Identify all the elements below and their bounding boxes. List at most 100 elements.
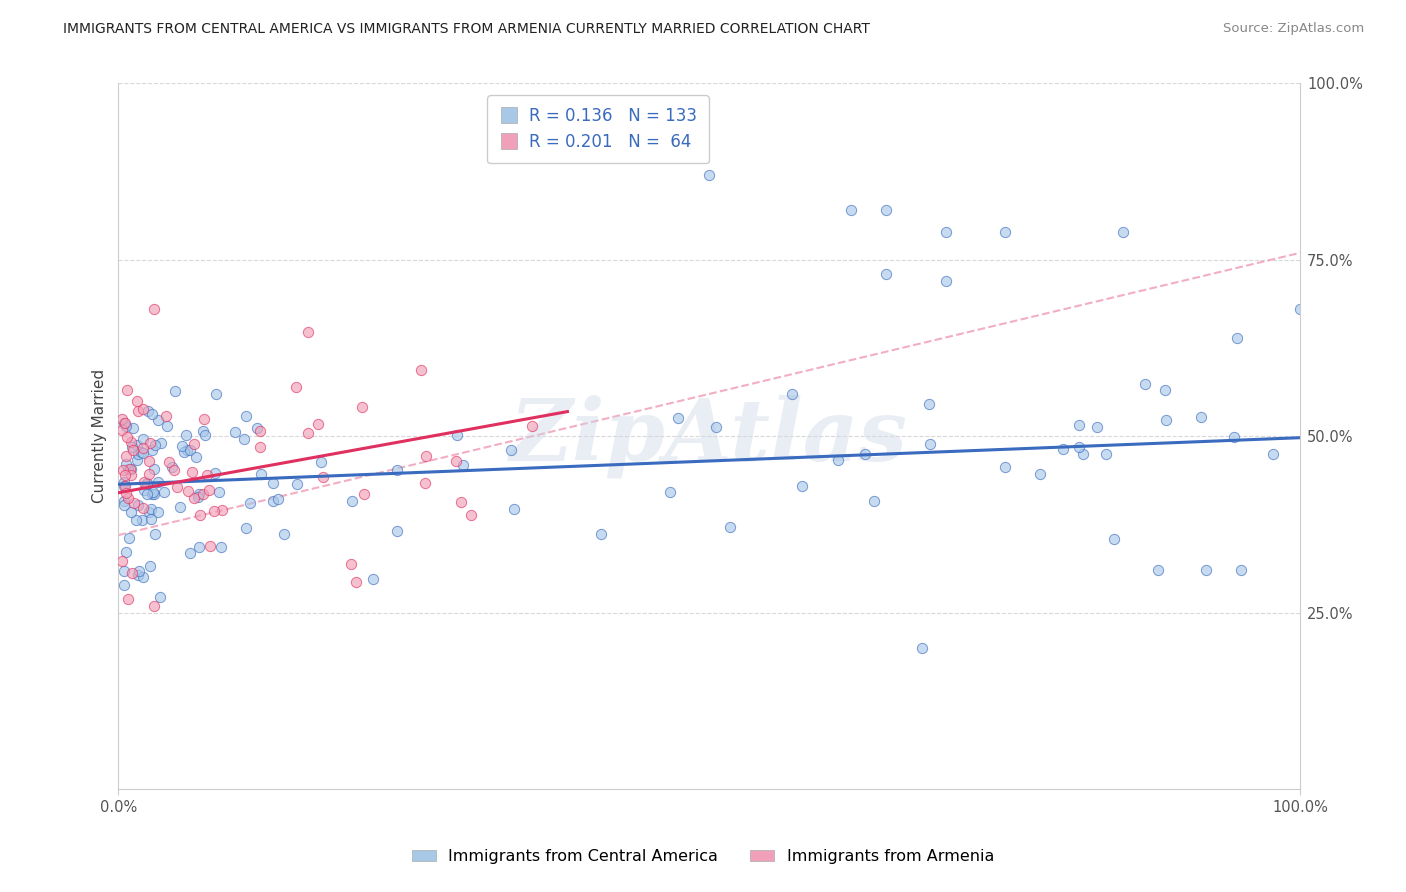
Point [918,436,941,450]
Point [187,540,209,554]
Point [353,487,375,501]
Point [344,574,367,589]
Point [706,420,728,434]
Point [146,505,169,519]
Point [148,590,170,604]
Point [118,462,141,476]
Point [1154,412,1177,426]
Point [993,460,1015,475]
Point [132,500,155,515]
Point [211,502,233,516]
Point [853,447,876,461]
Legend: R = 0.136   N = 133, R = 0.201   N =  64: R = 0.136 N = 133, R = 0.201 N = 64 [486,95,709,163]
Point [342,493,364,508]
Point [501,442,523,457]
Point [125,437,148,451]
Point [205,387,228,401]
Point [138,467,160,481]
Point [180,465,202,479]
Point [918,397,941,411]
Point [121,420,143,434]
Point [249,467,271,481]
Point [146,413,169,427]
Point [121,441,143,455]
Point [876,267,898,281]
Point [697,168,720,182]
Point [112,494,135,508]
Point [111,412,134,426]
Point [262,494,284,508]
Point [718,519,741,533]
Point [121,566,143,580]
Point [152,485,174,500]
Point [165,384,187,399]
Point [450,495,472,509]
Point [114,416,136,430]
Point [142,599,165,613]
Point [339,557,361,571]
Point [1230,563,1253,577]
Point [120,435,142,450]
Point [132,446,155,460]
Y-axis label: Currently Married: Currently Married [93,369,107,503]
Point [862,494,884,508]
Point [235,409,257,423]
Point [146,475,169,489]
Point [780,387,803,401]
Point [208,484,231,499]
Point [387,524,409,539]
Point [1102,533,1125,547]
Point [876,203,898,218]
Point [186,450,208,464]
Point [112,475,135,489]
Point [385,463,408,477]
Point [111,463,134,477]
Point [127,453,149,467]
Point [155,409,177,423]
Point [413,475,436,490]
Point [176,443,198,458]
Point [1071,448,1094,462]
Point [193,487,215,501]
Point [191,424,214,438]
Point [114,479,136,493]
Point [249,424,271,438]
Point [188,508,211,523]
Point [297,425,319,440]
Point [658,484,681,499]
Point [138,505,160,519]
Point [502,501,524,516]
Point [790,478,813,492]
Point [200,539,222,553]
Point [112,478,135,492]
Point [166,480,188,494]
Point [183,491,205,505]
Point [1223,430,1246,444]
Point [142,462,165,476]
Point [187,490,209,504]
Point [361,572,384,586]
Point [141,443,163,458]
Legend: Immigrants from Central America, Immigrants from Armenia: Immigrants from Central America, Immigra… [405,843,1001,871]
Point [262,476,284,491]
Text: IMMIGRANTS FROM CENTRAL AMERICA VS IMMIGRANTS FROM ARMENIA CURRENTLY MARRIED COR: IMMIGRANTS FROM CENTRAL AMERICA VS IMMIG… [63,22,870,37]
Point [131,513,153,527]
Point [444,453,467,467]
Point [839,203,862,218]
Point [115,544,138,558]
Point [112,578,135,592]
Point [1069,440,1091,454]
Point [1094,447,1116,461]
Point [138,454,160,468]
Point [911,640,934,655]
Point [520,418,543,433]
Point [1147,563,1170,577]
Point [827,453,849,467]
Point [117,462,139,476]
Point [1069,417,1091,432]
Point [141,501,163,516]
Point [136,477,159,491]
Point [135,487,157,501]
Point [285,476,308,491]
Point [132,475,155,490]
